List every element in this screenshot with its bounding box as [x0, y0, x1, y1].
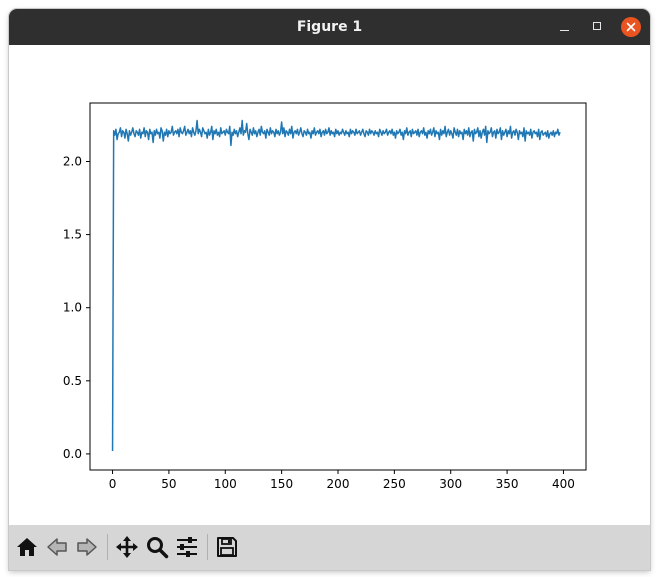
y-tick-label: 2.0: [63, 154, 82, 168]
window-title: Figure 1: [296, 19, 363, 35]
close-icon: [626, 22, 636, 32]
close-button[interactable]: [621, 17, 641, 37]
axes-frame: [89, 102, 587, 471]
line-chart: 0 50 100 150 200 250 300 350 400 0.0 0.5 1.0 1.5 2.0: [63, 102, 587, 491]
x-tick-label: 50: [161, 477, 176, 491]
x-tick-label: 350: [496, 477, 519, 491]
x-tick-label: 150: [270, 477, 293, 491]
x-axis: 0 50 100 150 200 250 300 350 400: [109, 470, 575, 491]
configure-subplots-button[interactable]: [173, 534, 201, 560]
x-tick-label: 250: [383, 477, 406, 491]
arrow-right-icon: [77, 538, 97, 556]
sliders-icon: [177, 537, 197, 557]
maximize-button[interactable]: [588, 17, 608, 37]
y-tick-label: 1.5: [63, 228, 82, 242]
x-tick-label: 200: [327, 477, 350, 491]
y-tick-label: 0.5: [63, 374, 82, 388]
floppy-disk-icon: [217, 537, 237, 557]
title-bar[interactable]: Figure 1: [9, 9, 650, 45]
pan-button[interactable]: [113, 534, 141, 560]
x-tick-label: 100: [214, 477, 237, 491]
magnifier-icon: [147, 537, 169, 559]
maximize-icon: [593, 22, 601, 30]
y-tick-label: 1.0: [63, 301, 82, 315]
y-tick-label: 0.0: [63, 447, 82, 461]
minimize-button[interactable]: [555, 17, 575, 37]
x-tick-label: 400: [552, 477, 575, 491]
home-icon: [17, 538, 37, 556]
x-tick-label: 0: [109, 477, 117, 491]
forward-button[interactable]: [73, 534, 101, 560]
toolbar-separator: [207, 534, 208, 560]
minimize-icon: [560, 30, 569, 31]
figure-canvas[interactable]: 0 50 100 150 200 250 300 350 400 0.0 0.5 1.0 1.5 2.0: [9, 45, 650, 525]
move-arrows-icon: [116, 536, 138, 558]
zoom-button[interactable]: [143, 534, 171, 560]
y-axis: 0.0 0.5 1.0 1.5 2.0: [63, 154, 90, 461]
figure-window: Figure 1 0 50 100 150 200 250 300 350 400 0.0 0.5…: [9, 9, 650, 570]
home-button[interactable]: [13, 534, 41, 560]
save-button[interactable]: [213, 534, 241, 560]
arrow-left-icon: [47, 538, 67, 556]
series-line: [111, 119, 561, 451]
toolbar-separator: [107, 534, 108, 560]
x-tick-label: 300: [439, 477, 462, 491]
back-button[interactable]: [43, 534, 71, 560]
navigation-toolbar: [9, 525, 650, 570]
